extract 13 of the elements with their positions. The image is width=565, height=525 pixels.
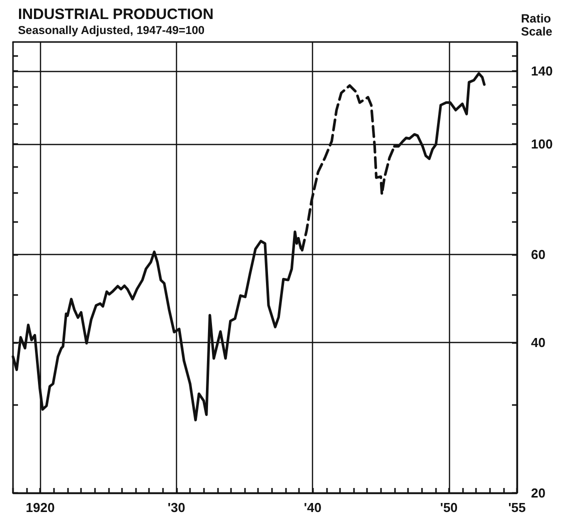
y-tick-label: 20 [531,486,546,500]
y-tick-label: 100 [531,136,553,152]
y-tick-label: 140 [531,63,553,78]
y-axis-title: Ratio Scale [521,12,553,38]
y-tick-label: 40 [531,335,546,350]
x-tick-label: '50 [440,500,458,515]
x-tick-label: 1920 [26,500,55,515]
y-tick-label: 60 [531,247,546,262]
x-tick-label: '40 [304,500,322,515]
x-tick-label: '30 [168,500,186,515]
chart-subtitle: Seasonally Adjusted, 1947-49=100 [18,25,205,37]
chart-title: INDUSTRIAL PRODUCTION [18,6,214,23]
x-tick-label: '55 [508,500,526,515]
